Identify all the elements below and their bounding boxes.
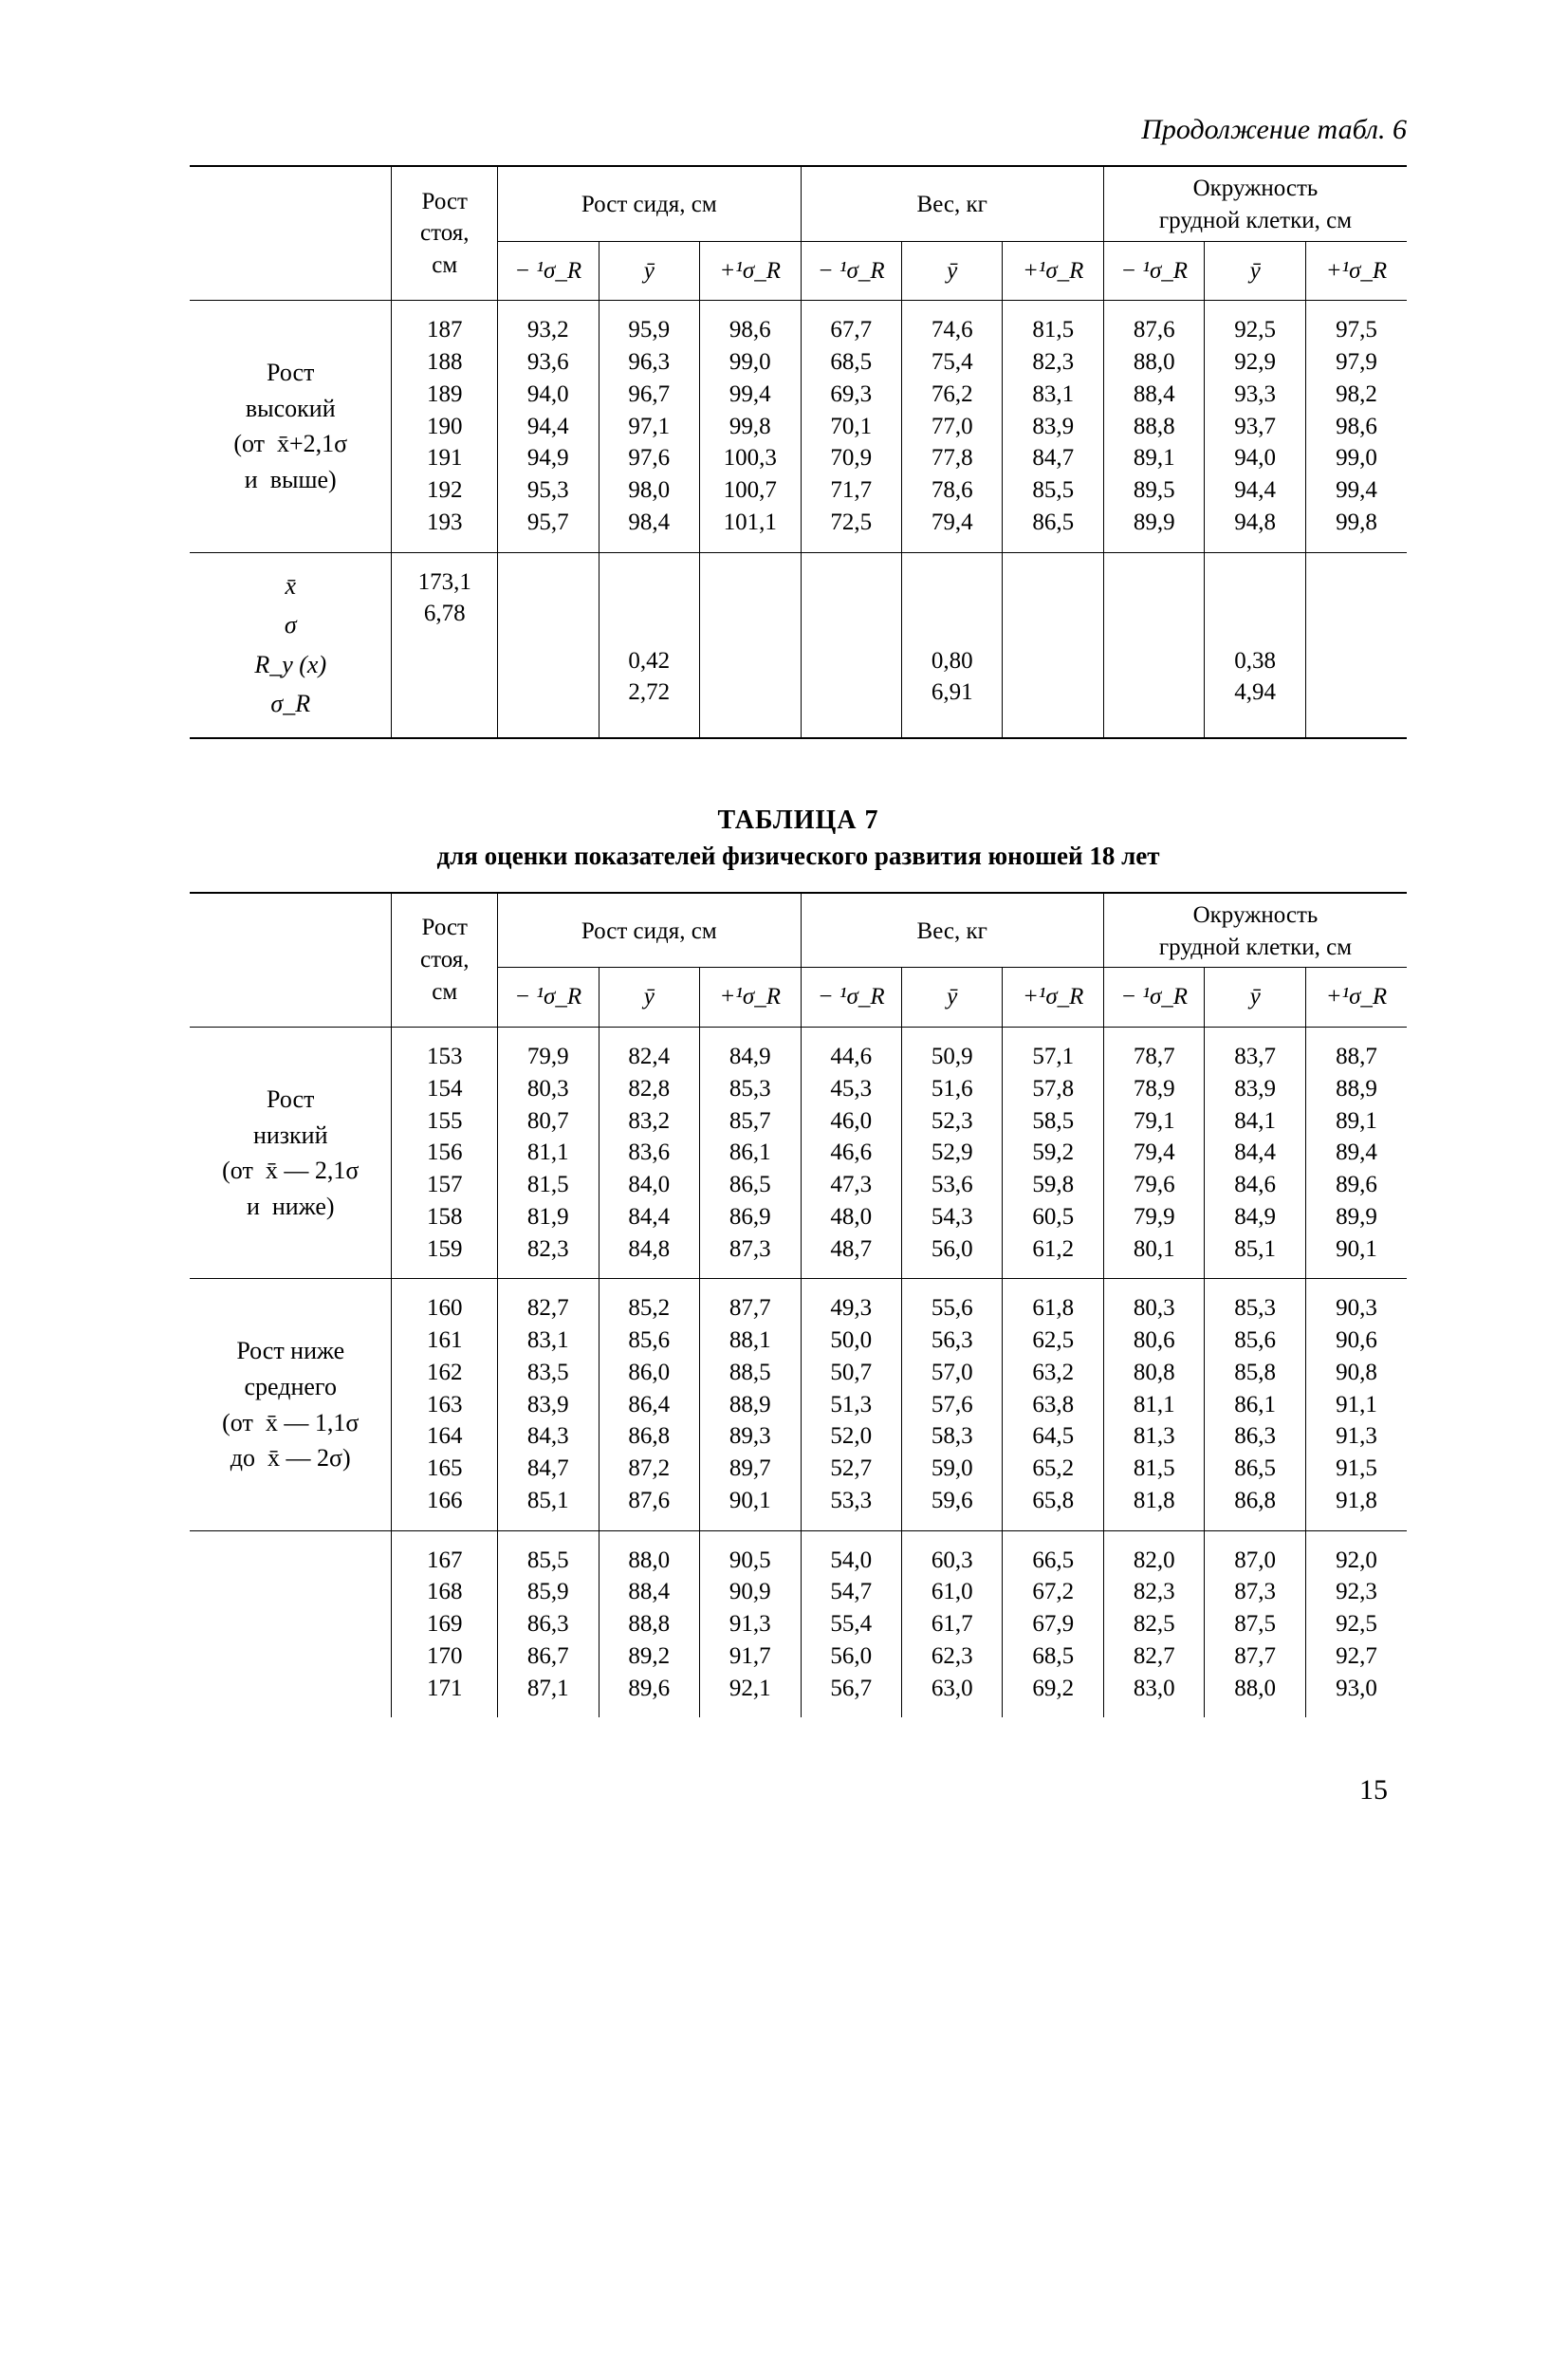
- table-row: 167 168 169 170 171 85,5 85,9 86,3 86,7 …: [190, 1530, 1407, 1717]
- sub-minus: − ¹σ_R: [498, 241, 599, 301]
- cell: 50,9 51,6 52,3 52,9 53,6 54,3 56,0: [901, 1028, 1002, 1279]
- sub-plus: +¹σ_R: [1305, 968, 1407, 1028]
- table-7: Рост стоя, см Рост сидя, см Вес, кг Окру…: [190, 892, 1407, 1718]
- cell: [1103, 552, 1204, 738]
- cell: 95,9 96,3 96,7 97,1 97,6 98,0 98,4: [599, 301, 699, 552]
- sub-plus: +¹σ_R: [1003, 241, 1103, 301]
- cell: 80,3 80,6 80,8 81,1 81,3 81,5 81,8: [1103, 1279, 1204, 1530]
- cell: 57,1 57,8 58,5 59,2 59,8 60,5 61,2: [1003, 1028, 1103, 1279]
- table-row: Рост ниже среднего (от x̄ — 1,1σ до x̄ —…: [190, 1279, 1407, 1530]
- cell: 55,6 56,3 57,0 57,6 58,3 59,0 59,6: [901, 1279, 1002, 1530]
- row-label-empty: [190, 1530, 392, 1717]
- cell: 153 154 155 156 157 158 159: [392, 1028, 498, 1279]
- cell: [498, 552, 599, 738]
- cell: 87,0 87,3 87,5 87,7 88,0: [1205, 1530, 1305, 1717]
- sub-ybar: ȳ: [901, 968, 1002, 1028]
- group-sitting: Рост сидя, см: [498, 166, 801, 241]
- sub-minus: − ¹σ_R: [1103, 968, 1204, 1028]
- cell: 49,3 50,0 50,7 51,3 52,0 52,7 53,3: [801, 1279, 901, 1530]
- cell: 85,5 85,9 86,3 86,7 87,1: [498, 1530, 599, 1717]
- cell: 82,7 83,1 83,5 83,9 84,3 84,7 85,1: [498, 1279, 599, 1530]
- table-7-subtitle: для оценки показателей физического разви…: [190, 842, 1407, 871]
- cell: 173,1 6,78: [392, 552, 498, 738]
- cell: 83,7 83,9 84,1 84,4 84,6 84,9 85,1: [1205, 1028, 1305, 1279]
- cell: 82,0 82,3 82,5 82,7 83,0: [1103, 1530, 1204, 1717]
- cell: 79,9 80,3 80,7 81,1 81,5 81,9 82,3: [498, 1028, 599, 1279]
- col-height: Рост стоя, см: [392, 166, 498, 301]
- cell: 92,5 92,9 93,3 93,7 94,0 94,4 94,8: [1205, 301, 1305, 552]
- cell: 88,0 88,4 88,8 89,2 89,6: [599, 1530, 699, 1717]
- row-label-below-avg: Рост ниже среднего (от x̄ — 1,1σ до x̄ —…: [190, 1279, 392, 1530]
- cell: 54,0 54,7 55,4 56,0 56,7: [801, 1530, 901, 1717]
- cell: 81,5 82,3 83,1 83,9 84,7 85,5 86,5: [1003, 301, 1103, 552]
- sub-plus: +¹σ_R: [1003, 968, 1103, 1028]
- cell: 167 168 169 170 171: [392, 1530, 498, 1717]
- cell: 87,6 88,0 88,4 88,8 89,1 89,5 89,9: [1103, 301, 1204, 552]
- row-label-high: Рост высокий (от x̄+2,1σ и выше): [190, 301, 392, 552]
- sub-ybar: ȳ: [599, 968, 699, 1028]
- table-row: Рост высокий (от x̄+2,1σ и выше) 187 188…: [190, 301, 1407, 552]
- sub-minus: − ¹σ_R: [498, 968, 599, 1028]
- cell: 66,5 67,2 67,9 68,5 69,2: [1003, 1530, 1103, 1717]
- sub-minus: − ¹σ_R: [1103, 241, 1204, 301]
- cell: 84,9 85,3 85,7 86,1 86,5 86,9 87,3: [700, 1028, 801, 1279]
- sub-ybar: ȳ: [599, 241, 699, 301]
- cell: 82,4 82,8 83,2 83,6 84,0 84,4 84,8: [599, 1028, 699, 1279]
- cell: 85,2 85,6 86,0 86,4 86,8 87,2 87,6: [599, 1279, 699, 1530]
- continuation-label: Продолжение табл. 6: [190, 114, 1407, 146]
- sub-minus: − ¹σ_R: [801, 241, 901, 301]
- sub-minus: − ¹σ_R: [801, 968, 901, 1028]
- group-weight: Вес, кг: [801, 893, 1103, 968]
- cell: 90,5 90,9 91,3 91,7 92,1: [700, 1530, 801, 1717]
- cell: 92,0 92,3 92,5 92,7 93,0: [1305, 1530, 1407, 1717]
- stats-label: x̄ σ R_y (x) σ_R: [190, 552, 392, 738]
- row-label-low: Рост низкий (от x̄ — 2,1σ и ниже): [190, 1028, 392, 1279]
- cell: 78,7 78,9 79,1 79,4 79,6 79,9 80,1: [1103, 1028, 1204, 1279]
- sub-ybar: ȳ: [1205, 968, 1305, 1028]
- table-row-stats: x̄ σ R_y (x) σ_R 173,1 6,78 0,42 2,72 0,…: [190, 552, 1407, 738]
- cell: 44,6 45,3 46,0 46,6 47,3 48,0 48,7: [801, 1028, 901, 1279]
- cell: [700, 552, 801, 738]
- cell: 74,6 75,4 76,2 77,0 77,8 78,6 79,4: [901, 301, 1002, 552]
- sub-ybar: ȳ: [1205, 241, 1305, 301]
- cell: 187 188 189 190 191 192 193: [392, 301, 498, 552]
- cell: [1003, 552, 1103, 738]
- cell: 160 161 162 163 164 165 166: [392, 1279, 498, 1530]
- table-row: Рост низкий (от x̄ — 2,1σ и ниже) 153 15…: [190, 1028, 1407, 1279]
- cell: 61,8 62,5 63,2 63,8 64,5 65,2 65,8: [1003, 1279, 1103, 1530]
- cell: [1305, 552, 1407, 738]
- cell: 97,5 97,9 98,2 98,6 99,0 99,4 99,8: [1305, 301, 1407, 552]
- sub-plus: +¹σ_R: [700, 241, 801, 301]
- cell: 88,7 88,9 89,1 89,4 89,6 89,9 90,1: [1305, 1028, 1407, 1279]
- cell: 93,2 93,6 94,0 94,4 94,9 95,3 95,7: [498, 301, 599, 552]
- col-height: Рост стоя, см: [392, 893, 498, 1028]
- group-chest: Окружность грудной клетки, см: [1103, 166, 1407, 241]
- cell: 98,6 99,0 99,4 99,8 100,3 100,7 101,1: [700, 301, 801, 552]
- group-weight: Вес, кг: [801, 166, 1103, 241]
- page-number: 15: [190, 1774, 1407, 1806]
- cell: [801, 552, 901, 738]
- header-row-1: Рост стоя, см Рост сидя, см Вес, кг Окру…: [190, 893, 1407, 968]
- group-chest: Окружность грудной клетки, см: [1103, 893, 1407, 968]
- table-7-title: ТАБЛИЦА 7: [190, 806, 1407, 836]
- sub-plus: +¹σ_R: [700, 968, 801, 1028]
- cell: 85,3 85,6 85,8 86,1 86,3 86,5 86,8: [1205, 1279, 1305, 1530]
- cell: 0,38 4,94: [1205, 552, 1305, 738]
- cell: 0,80 6,91: [901, 552, 1002, 738]
- cell: 87,7 88,1 88,5 88,9 89,3 89,7 90,1: [700, 1279, 801, 1530]
- cell: 67,7 68,5 69,3 70,1 70,9 71,7 72,5: [801, 301, 901, 552]
- table-6-continued: Рост стоя, см Рост сидя, см Вес, кг Окру…: [190, 165, 1407, 739]
- cell: 60,3 61,0 61,7 62,3 63,0: [901, 1530, 1002, 1717]
- sub-ybar: ȳ: [901, 241, 1002, 301]
- sub-plus: +¹σ_R: [1305, 241, 1407, 301]
- group-sitting: Рост сидя, см: [498, 893, 801, 968]
- cell: 90,3 90,6 90,8 91,1 91,3 91,5 91,8: [1305, 1279, 1407, 1530]
- header-row-1: Рост стоя, см Рост сидя, см Вес, кг Окру…: [190, 166, 1407, 241]
- cell: 0,42 2,72: [599, 552, 699, 738]
